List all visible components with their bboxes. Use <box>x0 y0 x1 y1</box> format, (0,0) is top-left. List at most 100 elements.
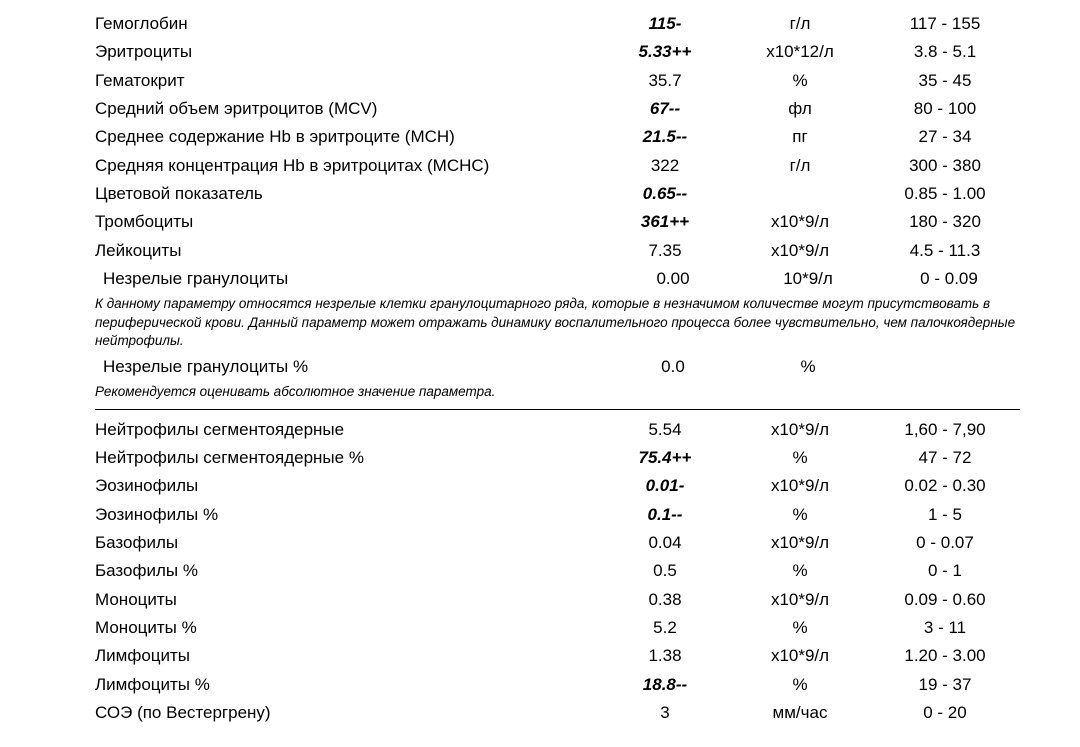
parameter-name: Гемоглобин <box>95 11 600 37</box>
reference-range: 27 - 34 <box>870 124 1020 150</box>
parameter-unit: фл <box>730 96 870 122</box>
parameter-value: 0.01- <box>600 473 730 499</box>
parameter-value: 7.35 <box>600 238 730 264</box>
parameter-name: Лимфоциты <box>95 643 600 669</box>
reference-range: 19 - 37 <box>870 672 1020 698</box>
reference-range: 1.20 - 3.00 <box>870 643 1020 669</box>
result-row: Эритроциты5.33++х10*12/л3.8 - 5.1 <box>95 38 1020 66</box>
result-row: Средняя концентрация Hb в эритроцитах (M… <box>95 152 1020 180</box>
parameter-name: Базофилы <box>95 530 600 556</box>
parameter-unit: % <box>730 615 870 641</box>
parameter-unit: г/л <box>730 11 870 37</box>
parameter-name: Лейкоциты <box>95 238 600 264</box>
parameter-value: 0.5 <box>600 558 730 584</box>
parameter-value: 1.38 <box>600 643 730 669</box>
result-row: Базофилы0.04х10*9/л0 - 0.07 <box>95 529 1020 557</box>
parameter-name: Нейтрофилы сегментоядерные <box>95 417 600 443</box>
parameter-value: 21.5-- <box>600 124 730 150</box>
reference-range: 0.09 - 0.60 <box>870 587 1020 613</box>
result-row: Незрелые гранулоциты0.0010*9/л0 - 0.09 <box>95 265 1020 293</box>
parameter-unit: % <box>730 672 870 698</box>
parameter-value: 67-- <box>600 96 730 122</box>
parameter-value: 0.65-- <box>600 181 730 207</box>
parameter-value: 5.54 <box>600 417 730 443</box>
result-row: СОЭ (по Вестергрену)3мм/час0 - 20 <box>95 699 1020 727</box>
result-row: Гемоглобин115-г/л117 - 155 <box>95 10 1020 38</box>
parameter-name: Тромбоциты <box>95 209 600 235</box>
parameter-name: Средний объем эритроцитов (MCV) <box>95 96 600 122</box>
reference-range: 0 - 1 <box>870 558 1020 584</box>
parameter-unit: % <box>730 558 870 584</box>
result-row: Среднее содержание Hb в эритроците (MCH)… <box>95 123 1020 151</box>
reference-range: 117 - 155 <box>870 11 1020 37</box>
parameter-value: 5.33++ <box>600 39 730 65</box>
parameter-value: 18.8-- <box>600 672 730 698</box>
parameter-value: 361++ <box>600 209 730 235</box>
reference-range: 3 - 11 <box>870 615 1020 641</box>
result-row: Базофилы %0.5%0 - 1 <box>95 557 1020 585</box>
parameter-unit: х10*9/л <box>730 643 870 669</box>
parameter-value: 115- <box>600 11 730 37</box>
parameter-unit: х10*9/л <box>730 473 870 499</box>
reference-range: 3.8 - 5.1 <box>870 39 1020 65</box>
lab-results-page: Гемоглобин115-г/л117 - 155Эритроциты5.33… <box>0 0 1080 747</box>
result-row: Эозинофилы %0.1--%1 - 5 <box>95 501 1020 529</box>
reference-range: 180 - 320 <box>870 209 1020 235</box>
result-row: Моноциты0.38х10*9/л0.09 - 0.60 <box>95 586 1020 614</box>
parameter-name: Незрелые гранулоциты <box>95 266 608 292</box>
parameter-name: Цветовой показатель <box>95 181 600 207</box>
parameter-name: Эозинофилы % <box>95 502 600 528</box>
parameter-value: 0.1-- <box>600 502 730 528</box>
parameter-unit: х10*9/л <box>730 417 870 443</box>
parameter-name: Нейтрофилы сегментоядерные % <box>95 445 600 471</box>
parameter-value: 322 <box>600 153 730 179</box>
reference-range: 1 - 5 <box>870 502 1020 528</box>
parameter-unit: мм/час <box>730 700 870 726</box>
parameter-value: 75.4++ <box>600 445 730 471</box>
reference-range: 80 - 100 <box>870 96 1020 122</box>
parameter-name: Моноциты % <box>95 615 600 641</box>
reference-range: 1,60 - 7,90 <box>870 417 1020 443</box>
result-row: Лимфоциты %18.8--%19 - 37 <box>95 671 1020 699</box>
reference-range: 4.5 - 11.3 <box>870 238 1020 264</box>
parameter-name: Моноциты <box>95 587 600 613</box>
parameter-unit: х10*12/л <box>730 39 870 65</box>
result-row: Эозинофилы0.01-х10*9/л0.02 - 0.30 <box>95 472 1020 500</box>
reference-range: 0.02 - 0.30 <box>870 473 1020 499</box>
result-row: Цветовой показатель0.65--0.85 - 1.00 <box>95 180 1020 208</box>
parameter-value: 3 <box>600 700 730 726</box>
reference-range: 0 - 0.07 <box>870 530 1020 556</box>
reference-range: 35 - 45 <box>870 68 1020 94</box>
result-row: Лейкоциты7.35х10*9/л4.5 - 11.3 <box>95 237 1020 265</box>
parameter-unit: % <box>730 68 870 94</box>
parameter-value: 0.38 <box>600 587 730 613</box>
result-row: Нейтрофилы сегментоядерные %75.4++%47 - … <box>95 444 1020 472</box>
parameter-unit: % <box>730 502 870 528</box>
parameter-unit: % <box>730 445 870 471</box>
parameter-name: Лимфоциты % <box>95 672 600 698</box>
section-separator <box>95 409 1020 410</box>
parameter-value: 0.0 <box>608 354 738 380</box>
parameter-name: Среднее содержание Hb в эритроците (MCH) <box>95 124 600 150</box>
parameter-unit: х10*9/л <box>730 209 870 235</box>
parameter-name: Средняя концентрация Hb в эритроцитах (M… <box>95 153 600 179</box>
parameter-unit: пг <box>730 124 870 150</box>
parameter-unit: х10*9/л <box>730 587 870 613</box>
parameter-name: Незрелые гранулоциты % <box>95 354 608 380</box>
reference-range: 0 - 20 <box>870 700 1020 726</box>
parameter-value: 0.00 <box>608 266 738 292</box>
parameter-name: Эозинофилы <box>95 473 600 499</box>
result-row: Незрелые гранулоциты %0.0% <box>95 353 1020 381</box>
result-row: Нейтрофилы сегментоядерные5.54х10*9/л1,6… <box>95 416 1020 444</box>
parameter-value: 35.7 <box>600 68 730 94</box>
parameter-unit: г/л <box>730 153 870 179</box>
result-row: Средний объем эритроцитов (MCV)67--фл80 … <box>95 95 1020 123</box>
parameter-unit: х10*9/л <box>730 530 870 556</box>
footnote: Рекомендуется оценивать абсолютное значе… <box>95 381 1020 404</box>
reference-range: 47 - 72 <box>870 445 1020 471</box>
parameter-name: Эритроциты <box>95 39 600 65</box>
parameter-value: 5.2 <box>600 615 730 641</box>
result-row: Моноциты %5.2%3 - 11 <box>95 614 1020 642</box>
reference-range: 0 - 0.09 <box>878 266 1020 292</box>
parameter-unit: 10*9/л <box>738 266 878 292</box>
